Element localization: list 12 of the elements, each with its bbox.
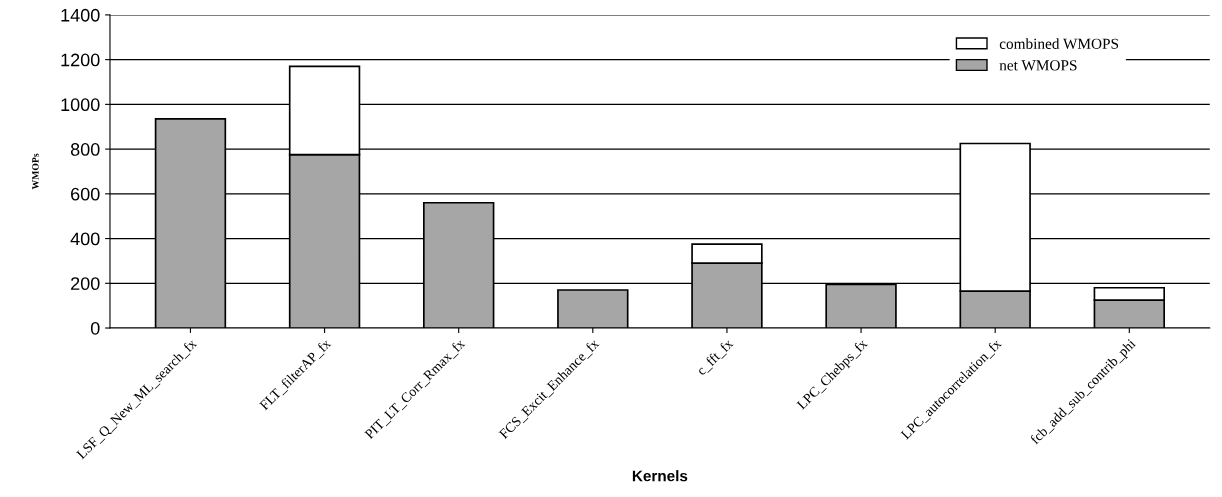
y-axis-title: WMOPs [32,153,39,190]
y-tick-label: 1000 [61,98,100,112]
y-tick-label: 1400 [61,8,100,22]
legend-label: combined WMOPS [999,38,1119,49]
y-tick-label: 200 [71,277,100,291]
y-tick-label: 600 [71,187,100,201]
y-tick-label: 800 [70,143,100,156]
y-tick-label: 1200 [61,53,100,67]
y-tick-label: 400 [70,232,100,246]
y-tick-label: 0 [90,321,100,335]
x-axis-title: Kernels [632,470,688,482]
legend-label: net WMOPS [999,60,1077,71]
